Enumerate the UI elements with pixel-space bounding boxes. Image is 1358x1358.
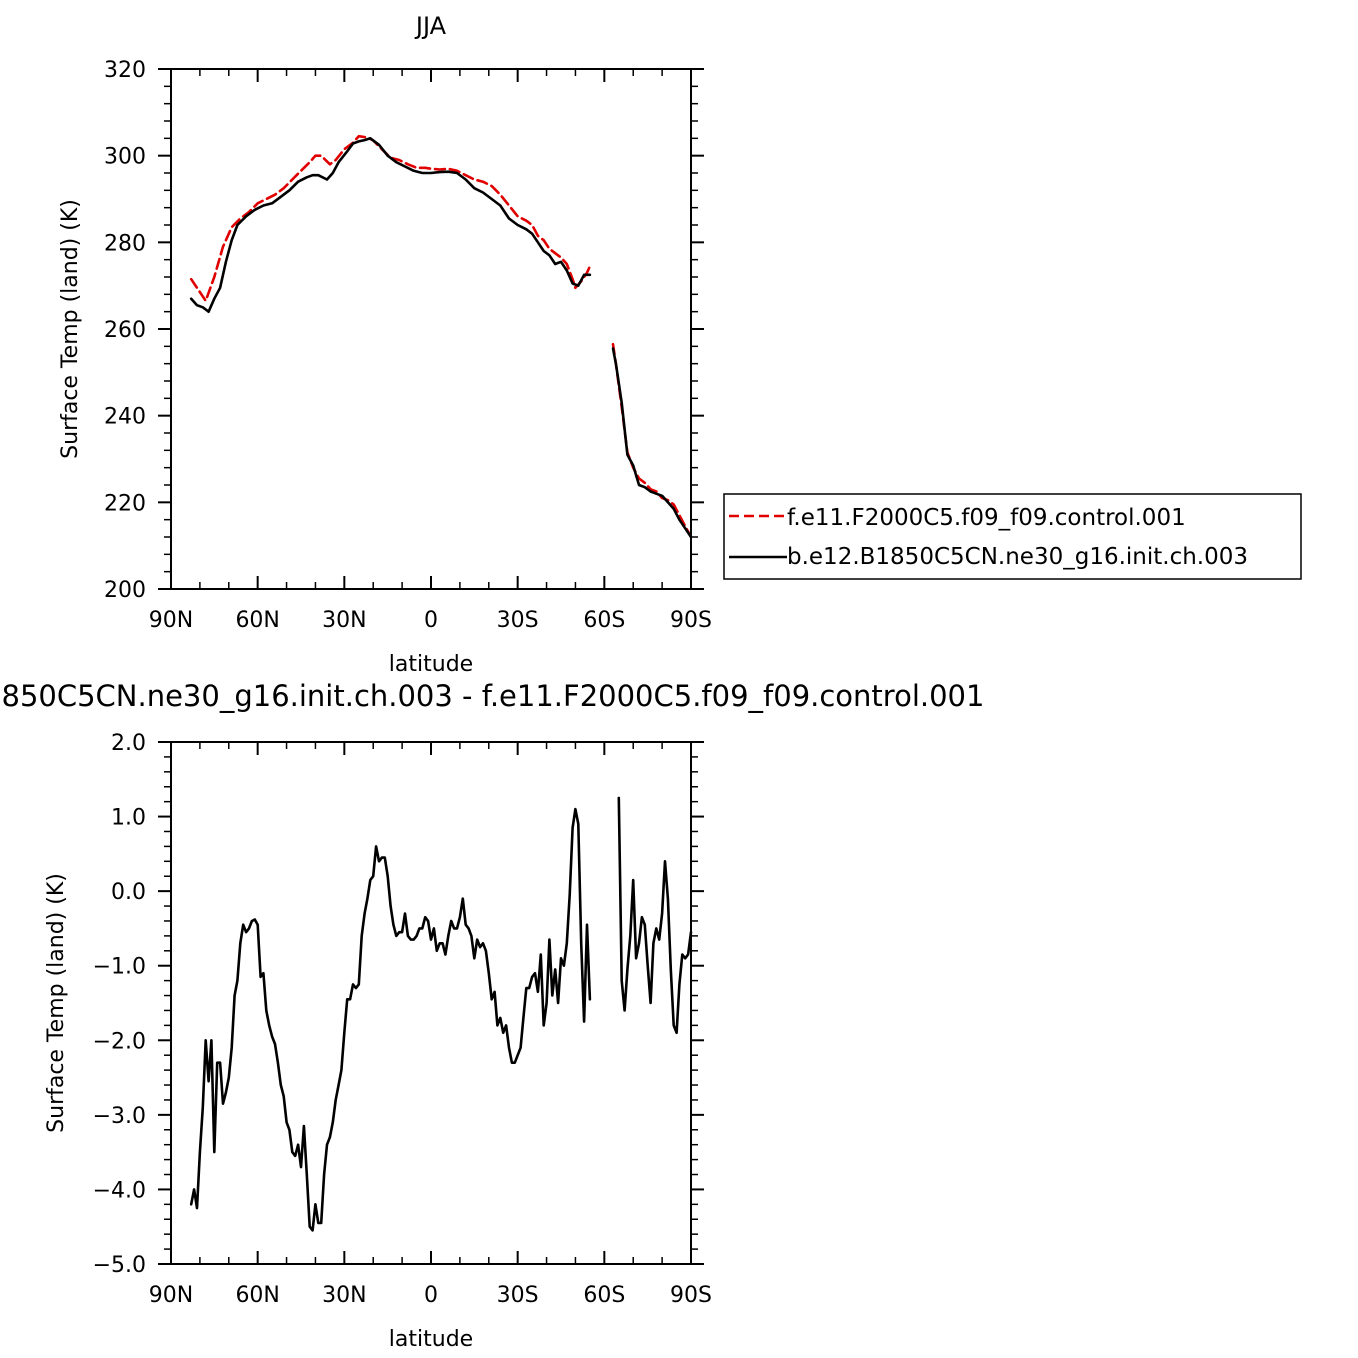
x-tick-label: 0 [424,1283,438,1308]
top-chart-title: JJA [414,12,447,40]
bottom-curves [189,796,693,1232]
y-tick-label: 1.0 [111,806,146,831]
bottom-x-axis-label: latitude [389,1327,473,1352]
top-x-tick-labels: 90N 60N 30N 0 30S 60S 90S [149,608,712,633]
top-y-axis-label: Surface Temp (land) (K) [58,199,83,459]
legend-label-control: f.e11.F2000C5.f09_f09.control.001 [787,505,1186,531]
x-tick-label: 90N [149,1283,193,1308]
x-tick-label: 90S [670,608,712,633]
series-1-segment-1 [611,347,693,539]
bottom-y-tick-labels: 2.0 1.0 0.0 −1.0 −2.0 −3.0 −4.0 −5.0 [93,731,146,1278]
bottom-ticks [158,741,704,1265]
y-tick-label: −3.0 [93,1104,146,1129]
y-tick-label: 0.0 [111,880,146,905]
y-tick-label: 320 [104,58,146,83]
x-tick-label: 60S [583,608,625,633]
top-ticks [158,68,704,590]
x-tick-label: 30N [322,1283,366,1308]
top-y-tick-labels: 200 220 240 260 280 300 320 [104,58,146,603]
y-tick-label: 2.0 [111,731,146,756]
legend-box [723,493,1302,580]
series-0-segment-1 [617,796,693,1035]
x-tick-label: 60S [583,1283,625,1308]
y-tick-label: 200 [104,578,146,603]
bottom-x-tick-labels: 90N 60N 30N 0 30S 60S 90S [149,1283,712,1308]
y-tick-label: −5.0 [93,1253,146,1278]
y-tick-label: 240 [104,405,146,430]
series-1-segment-0 [189,137,592,313]
legend: f.e11.F2000C5.f09_f09.control.001 b.e12.… [723,493,1302,580]
top-plot-frame [170,68,692,590]
bottom-panel: b.e12.B1850C5CN.ne30_g16.init.ch.003 - f… [0,679,984,1352]
y-tick-label: 220 [104,491,146,516]
top-panel: JJA 90N 60N 30N 0 30S 60S 90S 200 220 240 260 280 3… [58,12,1302,677]
x-tick-label: 30N [322,608,366,633]
y-tick-label: 260 [104,318,146,343]
bottom-plot-frame [170,741,692,1265]
bottom-chart-title: b.e12.B1850C5CN.ne30_g16.init.ch.003 - f… [0,679,984,713]
top-x-axis-label: latitude [389,652,473,677]
x-tick-label: 90S [670,1283,712,1308]
top-curves [189,134,693,539]
y-tick-label: 280 [104,231,146,256]
x-tick-label: 60N [235,608,279,633]
series-0-segment-0 [189,807,592,1232]
x-tick-label: 90N [149,608,193,633]
y-tick-label: −2.0 [93,1029,146,1054]
y-tick-label: −1.0 [93,955,146,980]
legend-label-coupled: b.e12.B1850C5CN.ne30_g16.init.ch.003 [787,544,1248,570]
series-0-segment-0 [189,134,592,303]
x-tick-label: 30S [497,1283,539,1308]
x-tick-label: 30S [497,608,539,633]
y-tick-label: −4.0 [93,1178,146,1203]
x-tick-label: 60N [235,1283,279,1308]
x-tick-label: 0 [424,608,438,633]
y-tick-label: 300 [104,145,146,170]
bottom-y-axis-label: Surface Temp (land) (K) [44,873,69,1133]
